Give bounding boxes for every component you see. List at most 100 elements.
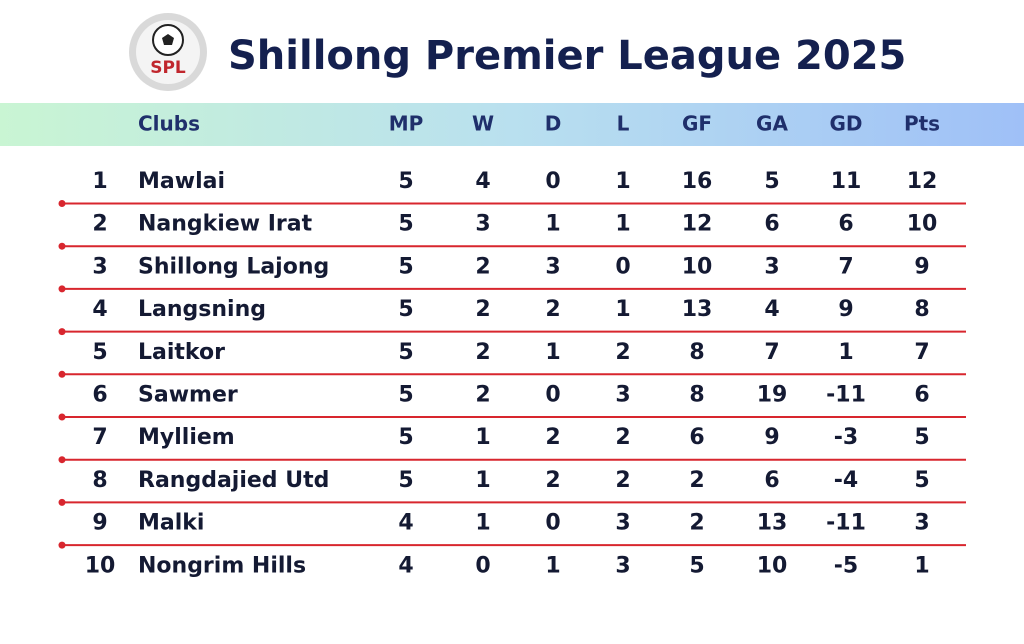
stat-cell: -11 xyxy=(826,511,866,536)
stat-cell: 3 xyxy=(545,254,560,279)
column-header: GF xyxy=(682,112,712,136)
stat-cell: 3 xyxy=(615,553,630,578)
stat-cell: 4 xyxy=(764,297,779,322)
stat-cell: 1 xyxy=(545,212,560,237)
stat-cell: 1 xyxy=(475,511,490,536)
stat-cell: 5 xyxy=(689,553,704,578)
rank: 5 xyxy=(92,340,107,365)
stat-cell: 2 xyxy=(545,468,560,493)
stat-cell: 19 xyxy=(757,383,788,408)
club-name: Malki xyxy=(138,511,204,536)
column-header: MP xyxy=(389,112,424,136)
row-divider-dot xyxy=(58,541,66,549)
row-divider-dot xyxy=(58,328,66,336)
row-divider-dot xyxy=(58,413,66,421)
rank: 1 xyxy=(92,169,107,194)
stat-cell: -5 xyxy=(834,553,858,578)
stat-cell: 1 xyxy=(914,553,929,578)
table-row: 8 Rangdajied Utd 5 1 2 2 2 6 -4 5 xyxy=(92,468,929,493)
stat-cell: 13 xyxy=(682,297,713,322)
stat-cell: 6 xyxy=(689,425,704,450)
column-header: Clubs xyxy=(138,112,200,136)
stat-cell: 2 xyxy=(475,340,490,365)
stat-cell: 5 xyxy=(398,169,413,194)
row-divider-dot xyxy=(58,456,66,464)
club-name: Mylliem xyxy=(138,425,235,450)
stat-cell: 11 xyxy=(831,169,862,194)
rank: 9 xyxy=(92,511,107,536)
table-row: 7 Mylliem 5 1 2 2 6 9 -3 5 xyxy=(92,425,929,450)
stat-cell: 12 xyxy=(682,212,713,237)
column-header: GD xyxy=(829,112,862,136)
table-row: 1 Mawlai 5 4 0 1 16 5 11 12 xyxy=(92,169,937,194)
stat-cell: 0 xyxy=(475,553,490,578)
stat-cell: 16 xyxy=(682,169,713,194)
stat-cell: 5 xyxy=(398,254,413,279)
stat-cell: 4 xyxy=(475,169,490,194)
column-header: GA xyxy=(756,112,788,136)
stat-cell: 5 xyxy=(398,383,413,408)
stat-cell: 10 xyxy=(907,212,938,237)
table-row: 3 Shillong Lajong 5 2 3 0 10 3 7 9 xyxy=(92,254,929,279)
column-header: W xyxy=(472,112,494,136)
rank: 6 xyxy=(92,383,107,408)
stat-cell: 2 xyxy=(475,383,490,408)
stat-cell: 9 xyxy=(764,425,779,450)
club-name: Mawlai xyxy=(138,169,225,194)
logo-text: SPL xyxy=(150,58,186,78)
stat-cell: 10 xyxy=(757,553,788,578)
stat-cell: 2 xyxy=(615,425,630,450)
stat-cell: 6 xyxy=(764,468,779,493)
stat-cell: 1 xyxy=(615,297,630,322)
table-row: 9 Malki 4 1 0 3 2 13 -11 3 xyxy=(92,511,929,536)
rank: 3 xyxy=(92,254,107,279)
club-name: Nangkiew Irat xyxy=(138,212,313,237)
stat-cell: 1 xyxy=(545,553,560,578)
stat-cell: 8 xyxy=(689,340,704,365)
stat-cell: 2 xyxy=(615,468,630,493)
row-divider-dot xyxy=(58,242,66,250)
stat-cell: 5 xyxy=(398,297,413,322)
stat-cell: -11 xyxy=(826,383,866,408)
rank: 8 xyxy=(92,468,107,493)
stat-cell: 6 xyxy=(764,212,779,237)
row-divider-dot xyxy=(58,498,66,506)
stat-cell: 1 xyxy=(615,212,630,237)
stat-cell: 3 xyxy=(615,383,630,408)
stat-cell: 9 xyxy=(838,297,853,322)
stat-cell: 1 xyxy=(475,468,490,493)
club-name: Nongrim Hills xyxy=(138,553,306,578)
stat-cell: 1 xyxy=(475,425,490,450)
stat-cell: 5 xyxy=(764,169,779,194)
rank: 7 xyxy=(92,425,107,450)
stat-cell: 5 xyxy=(398,212,413,237)
table-row: 6 Sawmer 5 2 0 3 8 19 -11 6 xyxy=(92,383,929,408)
stat-cell: 3 xyxy=(475,212,490,237)
row-divider-dot xyxy=(58,370,66,378)
stat-cell: 2 xyxy=(475,254,490,279)
table-row: 5 Laitkor 5 2 1 2 8 7 1 7 xyxy=(92,340,929,365)
table-row: 2 Nangkiew Irat 5 3 1 1 12 6 6 10 xyxy=(92,212,937,237)
stat-cell: 1 xyxy=(838,340,853,365)
stat-cell: 7 xyxy=(838,254,853,279)
stat-cell: 10 xyxy=(682,254,713,279)
stat-cell: 13 xyxy=(757,511,788,536)
table-row: 10 Nongrim Hills 4 0 1 3 5 10 -5 1 xyxy=(85,553,930,578)
club-name: Sawmer xyxy=(138,383,238,408)
club-name: Rangdajied Utd xyxy=(138,468,329,493)
stat-cell: 0 xyxy=(545,383,560,408)
stat-cell: 6 xyxy=(914,383,929,408)
stat-cell: 4 xyxy=(398,553,413,578)
club-name: Langsning xyxy=(138,297,266,322)
stat-cell: 12 xyxy=(907,169,938,194)
stat-cell: 6 xyxy=(838,212,853,237)
stat-cell: 2 xyxy=(689,511,704,536)
club-name: Shillong Lajong xyxy=(138,254,329,279)
stat-cell: 0 xyxy=(545,169,560,194)
logo: SPL xyxy=(129,13,207,91)
stat-cell: 8 xyxy=(689,383,704,408)
stat-cell: 5 xyxy=(398,340,413,365)
logo-ball-patch xyxy=(162,34,174,45)
